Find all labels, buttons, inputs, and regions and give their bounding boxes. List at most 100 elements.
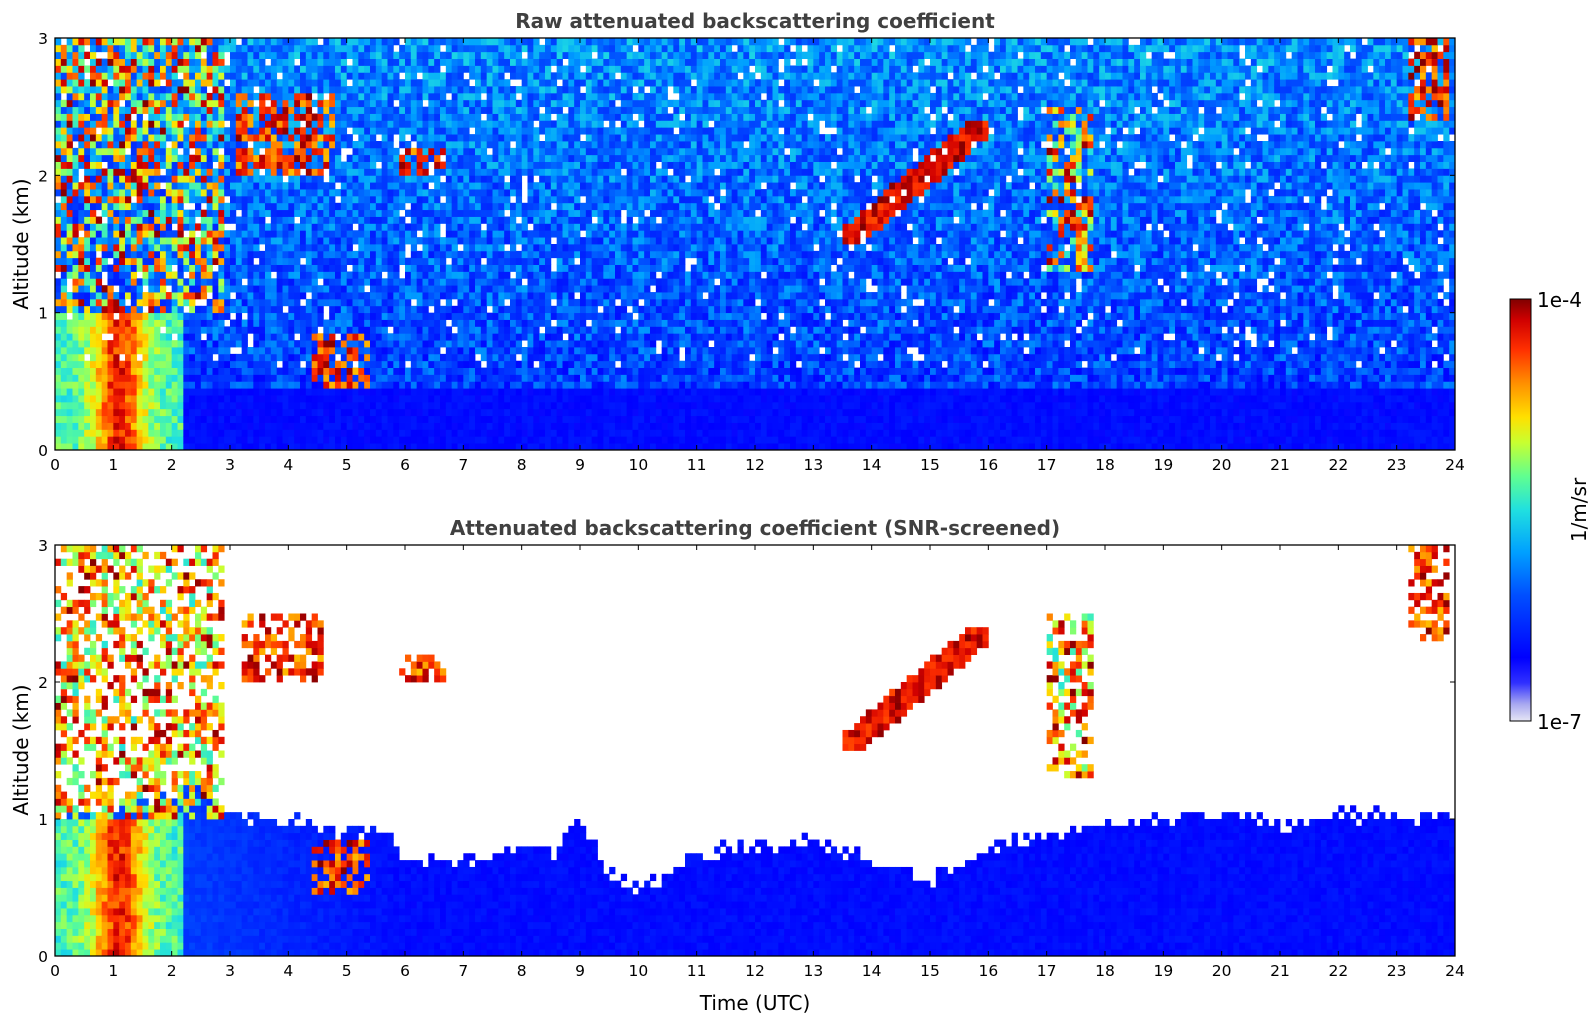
heatmap-cell [416, 113, 423, 121]
heatmap-cell [235, 415, 243, 423]
heatmap-cell [148, 168, 155, 176]
heatmap-cell [113, 292, 120, 300]
heatmap-cell [206, 436, 213, 444]
heatmap-cell [498, 141, 505, 149]
heatmap-cell [60, 189, 68, 197]
heatmap-cell [218, 264, 225, 272]
heatmap-cell [510, 388, 517, 396]
heatmap-cell [130, 360, 138, 368]
heatmap-cell [101, 189, 108, 197]
heatmap-cell [300, 264, 307, 272]
heatmap-cell [183, 113, 190, 121]
heatmap-cell [416, 401, 423, 410]
heatmap-cell [125, 72, 132, 80]
heatmap-cell [550, 271, 558, 279]
heatmap-cell [212, 147, 219, 156]
heatmap-cell [550, 127, 558, 135]
heatmap-cell [556, 161, 563, 169]
heatmap-cell [224, 374, 231, 382]
heatmap-cell [515, 278, 523, 286]
heatmap-cell [539, 182, 546, 190]
heatmap-cell [329, 395, 336, 403]
heatmap-cell [381, 381, 388, 389]
heatmap-cell [469, 168, 476, 176]
heatmap-cell [212, 347, 219, 355]
heatmap-cell [521, 168, 528, 176]
heatmap-cell [66, 319, 73, 327]
heatmap-cell [527, 388, 534, 396]
heatmap-cell [434, 415, 441, 423]
heatmap-cell [218, 99, 225, 108]
heatmap-cell [311, 58, 318, 66]
heatmap-cell [305, 422, 313, 430]
heatmap-cell [241, 436, 248, 444]
heatmap-cell [300, 189, 307, 197]
heatmap-cell [323, 216, 330, 224]
heatmap-cell [265, 347, 272, 355]
heatmap-cell [230, 353, 237, 362]
heatmap-cell [410, 285, 418, 293]
heatmap-cell [154, 292, 161, 300]
heatmap-cell [463, 209, 470, 217]
heatmap-cell [265, 237, 272, 245]
heatmap-cell [451, 388, 458, 396]
heatmap-cell [72, 353, 79, 362]
heatmap-cell [311, 182, 318, 190]
heatmap-cell [259, 347, 266, 355]
heatmap-cell [469, 285, 476, 293]
heatmap-cell [300, 99, 307, 108]
heatmap-cell [276, 347, 283, 355]
heatmap-cell [294, 271, 301, 279]
heatmap-cell [259, 106, 266, 114]
heatmap-cell [393, 271, 400, 279]
heatmap-cell [480, 367, 488, 375]
heatmap-cell [101, 408, 108, 417]
heatmap-cell [329, 58, 336, 66]
heatmap-cell [241, 202, 248, 211]
heatmap-cell [311, 271, 318, 279]
heatmap-cell [346, 257, 353, 265]
heatmap-cell [300, 127, 307, 135]
heatmap-cell [294, 388, 301, 396]
heatmap-cell [276, 154, 283, 162]
heatmap-cell [259, 127, 266, 135]
heatmap-cell [387, 436, 394, 444]
heatmap-cell [545, 113, 552, 121]
heatmap-cell [515, 326, 523, 334]
heatmap-cell [545, 305, 552, 314]
heatmap-cell [165, 340, 173, 348]
heatmap-cell [381, 51, 388, 59]
heatmap-cell [515, 257, 523, 265]
heatmap-cell [370, 175, 377, 183]
heatmap-cell [492, 305, 499, 314]
heatmap-cell [434, 401, 441, 410]
heatmap-cell [492, 209, 499, 217]
heatmap-cell [416, 182, 423, 190]
heatmap-cell [445, 161, 453, 169]
heatmap-cell [90, 395, 97, 403]
heatmap-cell [492, 367, 499, 375]
heatmap-cell [416, 374, 423, 382]
heatmap-cell [113, 86, 120, 94]
heatmap-cell [545, 216, 552, 224]
heatmap-cell [480, 312, 488, 320]
heatmap-cell [510, 216, 517, 224]
heatmap-cell [469, 244, 476, 252]
heatmap-cell [480, 250, 488, 259]
heatmap-cell [498, 271, 505, 279]
heatmap-cell [329, 120, 336, 128]
heatmap-cell [113, 264, 120, 272]
heatmap-cell [84, 168, 91, 176]
heatmap-cell [282, 312, 289, 320]
heatmap-cell [515, 285, 523, 293]
heatmap-cell [224, 134, 231, 142]
heatmap-cell [78, 127, 85, 135]
heatmap-cell [90, 381, 97, 389]
heatmap-cell [434, 134, 441, 142]
heatmap-cell [294, 360, 301, 368]
heatmap-cell [78, 99, 85, 108]
heatmap-cell [405, 58, 412, 66]
heatmap-cell [60, 154, 68, 162]
heatmap-cell [95, 175, 103, 183]
heatmap-cell [335, 244, 342, 252]
